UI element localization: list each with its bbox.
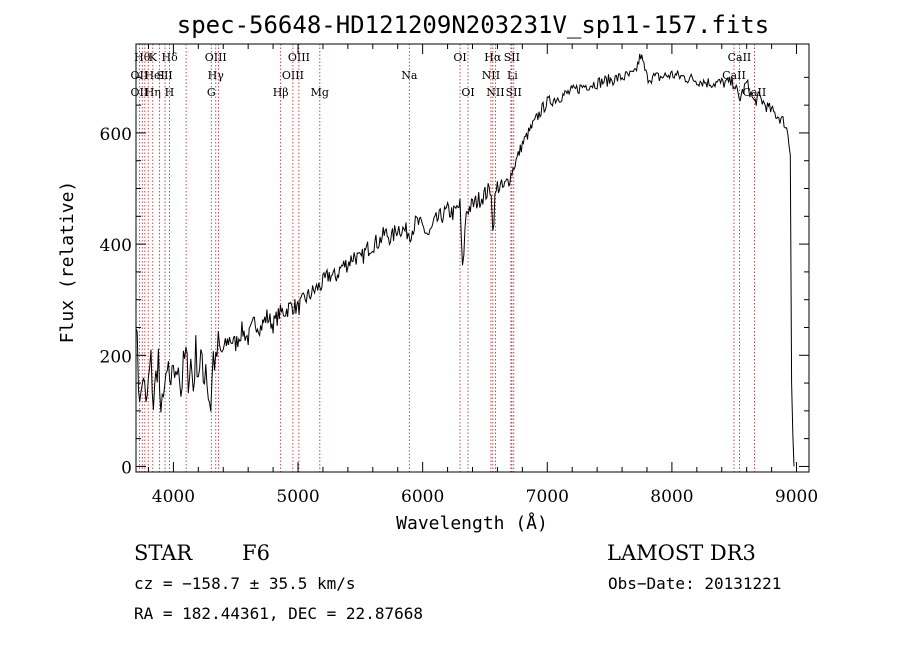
line-label: NII [482,69,500,82]
object-class: STAR [134,541,193,565]
x-tick-label: 7000 [526,487,569,507]
line-label: OIII [288,51,310,64]
line-label: K [149,51,158,64]
line-label: CaII [728,51,752,64]
line-label: Hη [145,86,161,99]
line-label: NII [486,86,504,99]
line-label: OIII [205,51,227,64]
spectrum-line [135,53,795,467]
line-label: Hβ [273,86,289,99]
x-tick-label: 9000 [775,487,818,507]
y-tick-label: 600 [100,125,132,145]
y-tick-label: 400 [100,236,132,256]
line-label: CaII [743,86,767,99]
line-label: OII [131,69,149,82]
x-tick-label: 4000 [152,487,195,507]
chart-title: spec-56648-HD121209N203231V_sp11-157.fit… [177,11,769,39]
line-label: Mg [311,86,329,99]
spectrum-chart: spec-56648-HD121209N203231V_sp11-157.fit… [57,11,818,534]
x-tick-label: 8000 [650,487,693,507]
line-label: OI [461,86,474,99]
line-label: OI [453,51,466,64]
x-tick-label: 5000 [276,487,319,507]
line-label: HeI [144,69,164,82]
subclass: F6 [242,541,270,565]
line-label: Hα [484,51,502,64]
redshift-cz: cz = −158.7 ± 35.5 km/s [134,574,356,593]
coordinates: RA = 182.44361, DEC = 22.87668 [134,604,423,623]
x-tick-label: 6000 [401,487,444,507]
line-label: SII [157,69,173,82]
line-label: Hδ [162,51,179,64]
line-label: SII [504,51,520,64]
y-axis-label: Flux (relative) [57,181,78,344]
line-label: OIII [282,69,304,82]
line-label: H [165,86,175,99]
line-label: Li [507,69,518,82]
line-label: Na [401,69,418,82]
line-label: G [207,86,216,99]
line-label: Hθ [134,51,151,64]
line-label: OII [131,86,149,99]
y-tick-label: 200 [100,347,132,367]
line-label: Hγ [208,69,225,82]
x-axis-label: Wavelength (Å) [396,512,548,534]
spectral-line-markers [138,44,755,472]
plot-frame [135,43,810,473]
survey-name: LAMOST DR3 [607,541,756,565]
line-label: SII [506,86,522,99]
axis-ticks: 4000 5000 6000 7000 8000 9000 0 200 400 600 [100,44,818,507]
y-tick-label: 0 [121,458,132,478]
obs-date: Obs−Date: 20131221 [608,574,782,593]
